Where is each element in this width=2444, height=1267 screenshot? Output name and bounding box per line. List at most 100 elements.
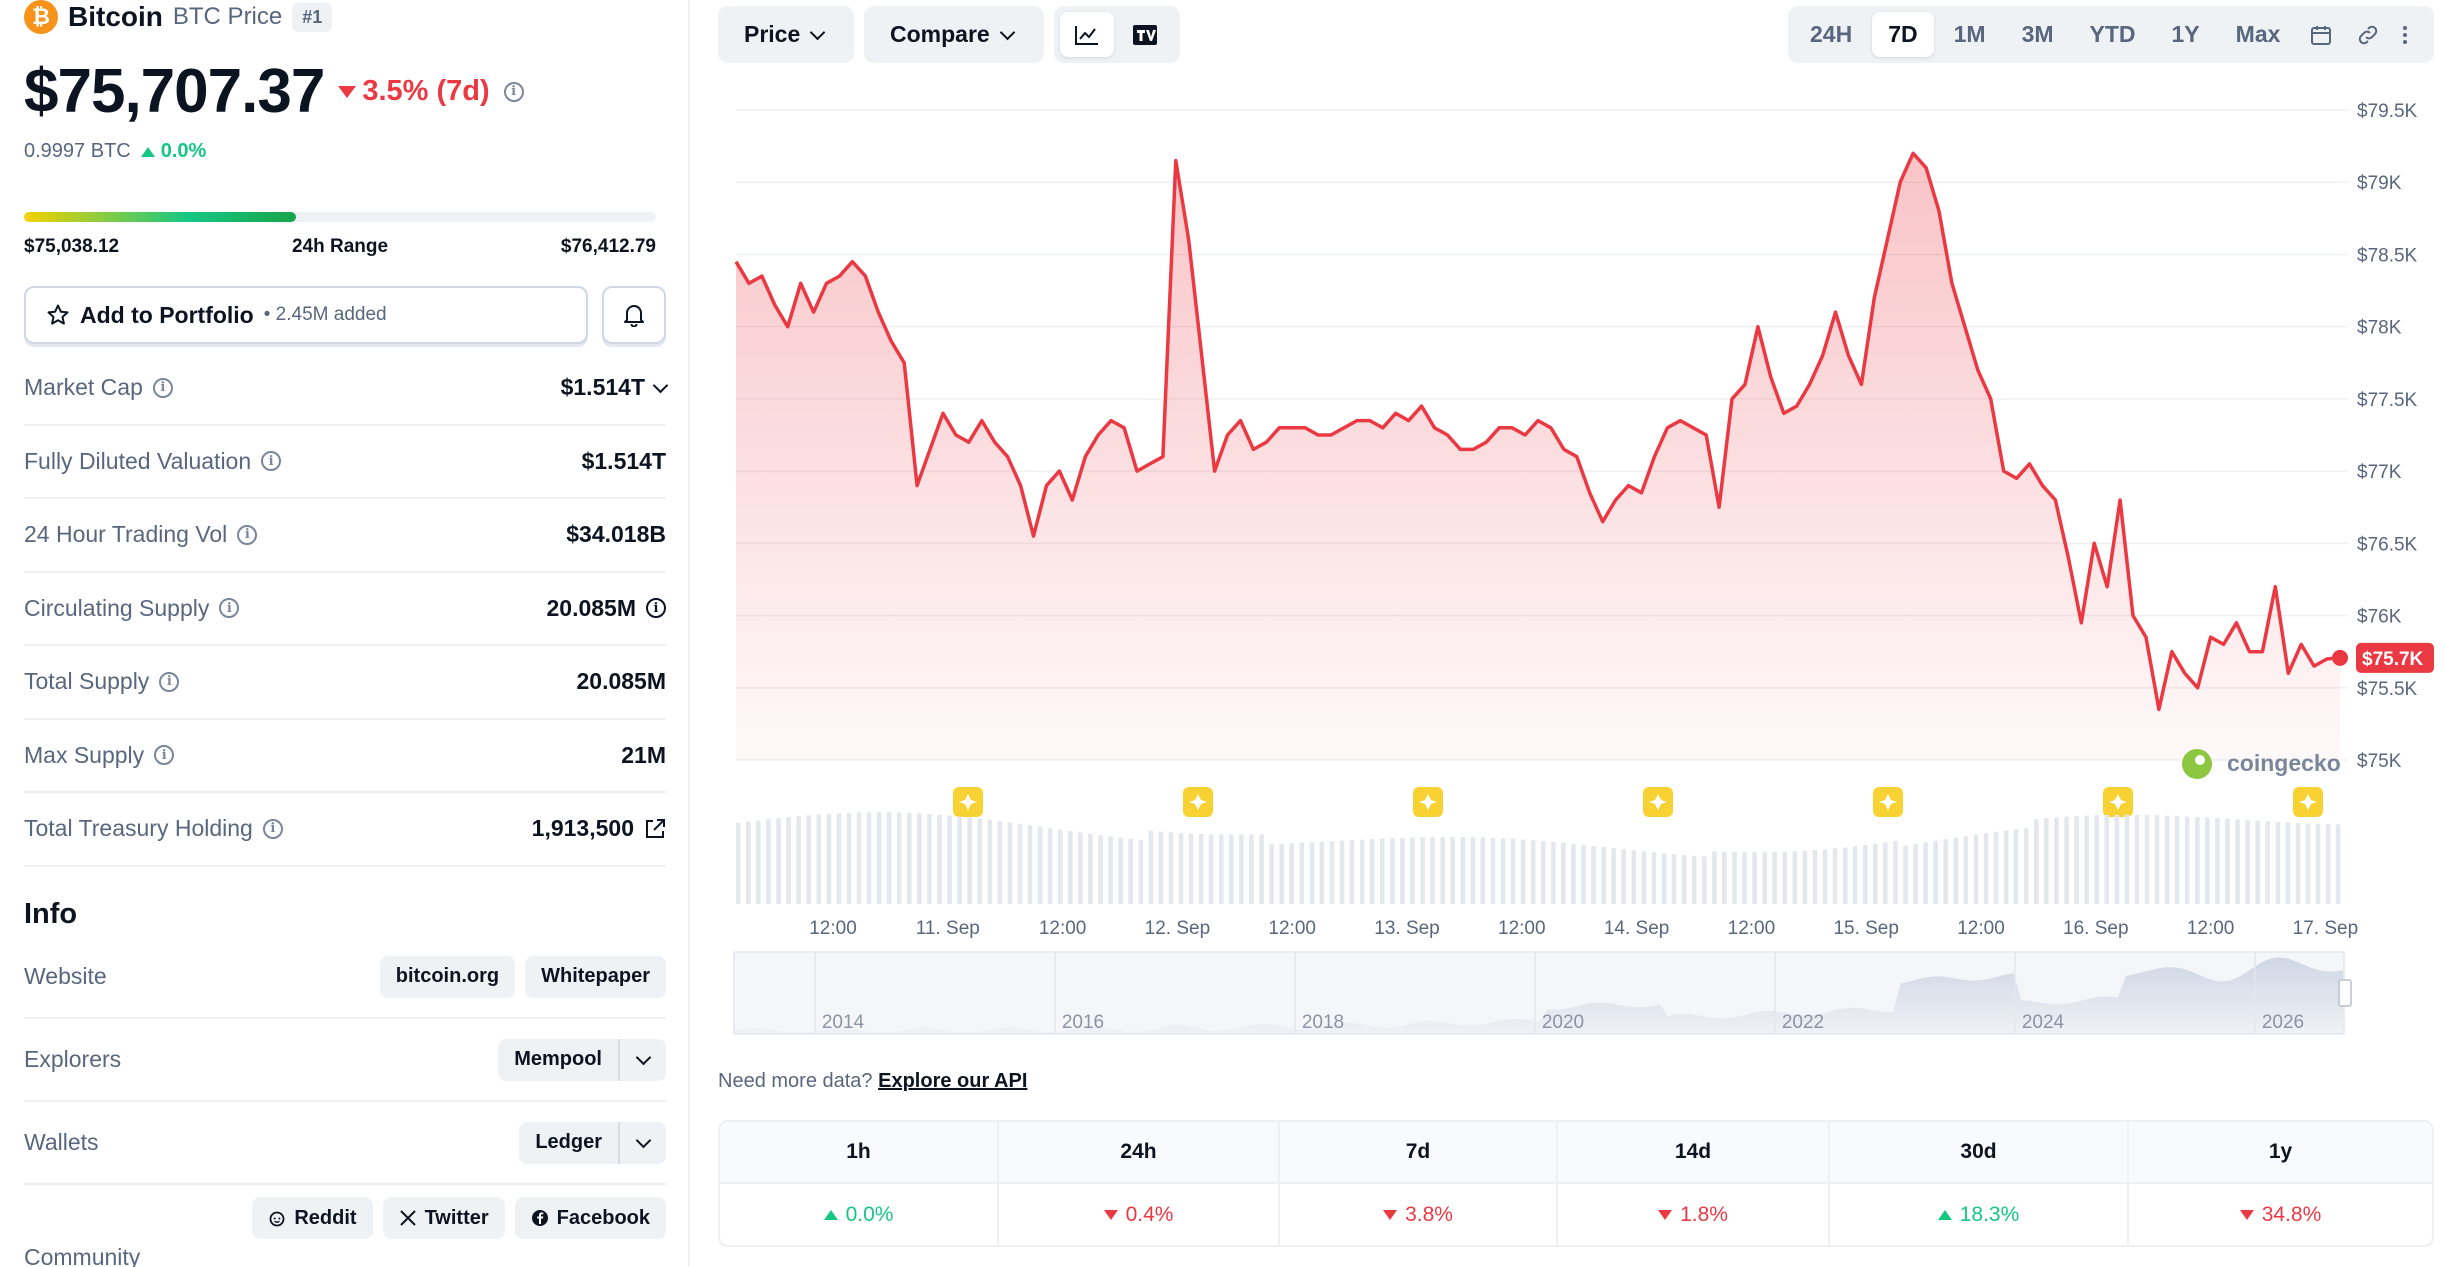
- price-selector[interactable]: Price: [718, 6, 854, 63]
- facebook-link[interactable]: Facebook: [514, 1197, 666, 1239]
- range-ytd[interactable]: YTD: [2089, 21, 2136, 47]
- volume-bar: [816, 814, 821, 904]
- volume-bar: [997, 821, 1003, 904]
- volume-bar: [2064, 816, 2069, 904]
- volume-bar: [1661, 853, 1667, 904]
- news-event-marker[interactable]: [1413, 787, 1443, 817]
- line-chart-button[interactable]: [1060, 12, 1114, 57]
- volume-bar: [1541, 841, 1546, 904]
- tradingview-icon: [1133, 24, 1157, 45]
- volume-bar: [967, 817, 972, 904]
- price-change: 3.5% (7d): [338, 75, 490, 108]
- compare-selector[interactable]: Compare: [864, 6, 1044, 63]
- chevron-down-icon: [635, 1132, 651, 1148]
- news-event-marker[interactable]: [1873, 787, 1903, 817]
- range-label: 24h Range: [291, 236, 389, 257]
- news-event-marker[interactable]: [953, 787, 983, 817]
- reddit-link[interactable]: Reddit: [252, 1197, 373, 1239]
- price-row: $75,707.37 3.5% (7d) i: [24, 56, 524, 127]
- info-icon[interactable]: i: [503, 81, 524, 102]
- volume-bar: [786, 817, 791, 904]
- volume-bar: [866, 812, 872, 904]
- volume-bar: [2084, 815, 2089, 904]
- volume-bar: [876, 812, 882, 904]
- more-vertical-icon: [2403, 25, 2408, 44]
- volume-bar: [1943, 839, 1948, 904]
- volume-bar: [1198, 834, 1204, 904]
- treasury-holding-link[interactable]: 1,913,500: [532, 815, 666, 842]
- volume-bar: [2174, 816, 2180, 904]
- more-options-button[interactable]: [2394, 12, 2416, 57]
- coin-header: ₿ Bitcoin BTC Price #1: [24, 0, 333, 34]
- price-alert-button[interactable]: [602, 286, 666, 344]
- x-axis-ticks: 12:00 11. Sep 12:00 12. Sep 12:00 13. Sep 12:0…: [809, 918, 2358, 939]
- sparkle-icon: [1649, 794, 1667, 810]
- explore-api-link[interactable]: Explore our API: [878, 1070, 1028, 1092]
- range-24h[interactable]: 24H: [1810, 21, 1853, 47]
- wallets-expand[interactable]: [620, 1132, 666, 1148]
- volume-bar: [2305, 823, 2311, 904]
- volume-bar: [1108, 836, 1113, 904]
- range-3m[interactable]: 3M: [2021, 21, 2054, 47]
- twitter-link[interactable]: Twitter: [382, 1197, 505, 1239]
- range-max[interactable]: Max: [2235, 21, 2281, 47]
- news-event-marker[interactable]: [2103, 787, 2133, 817]
- info-icon[interactable]: i: [219, 598, 240, 619]
- navigator-handle[interactable]: [2338, 979, 2352, 1007]
- volume-bar: [746, 821, 751, 904]
- website-link[interactable]: bitcoin.org: [379, 955, 516, 998]
- info-icon[interactable]: i: [154, 745, 175, 766]
- volume-bar: [2295, 823, 2301, 904]
- explorers-dropdown[interactable]: Mempool: [498, 1038, 666, 1081]
- market-cap-toggle[interactable]: $1.514T: [561, 374, 669, 401]
- volume-bar: [856, 812, 862, 904]
- volume-bar: [1863, 845, 1868, 904]
- volume-bar: [1259, 834, 1264, 904]
- volume-bar: [1561, 842, 1566, 904]
- volume-bar: [766, 819, 771, 904]
- range-1y[interactable]: 1Y: [2171, 21, 2200, 47]
- period-header: 14d: [1558, 1122, 1830, 1182]
- info-icon[interactable]: i: [237, 524, 258, 545]
- volume-bar: [1812, 850, 1818, 904]
- share-link-button[interactable]: [2346, 12, 2390, 57]
- info-icon[interactable]: i: [646, 598, 666, 619]
- caret-down-icon: [338, 85, 357, 98]
- wallet-link[interactable]: Ledger: [519, 1121, 620, 1164]
- whitepaper-link[interactable]: Whitepaper: [525, 955, 666, 998]
- caret-icon: [2239, 1210, 2254, 1220]
- current-price-marker: $75.7K: [2332, 642, 2434, 673]
- volume-bar: [1530, 840, 1536, 904]
- volume-bar: [1762, 852, 1767, 904]
- news-event-marker[interactable]: [1183, 787, 1213, 817]
- info-icon[interactable]: i: [262, 818, 283, 839]
- price-chart[interactable]: $79.5K $79K $78.5K $78K $77.5K $77K $76.5K $76K…: [0, 0, 2444, 1060]
- stat-label: Total Treasury Holding: [24, 815, 253, 842]
- range-7d[interactable]: 7D: [1872, 12, 1934, 57]
- coin-overview-panel: ₿ Bitcoin BTC Price #1 $75,707.37 3.5% (…: [0, 0, 690, 1267]
- range-1m[interactable]: 1M: [1953, 21, 1986, 47]
- info-icon[interactable]: i: [152, 377, 173, 398]
- info-icon[interactable]: i: [159, 671, 180, 692]
- news-event-markers[interactable]: [953, 787, 2323, 817]
- volume-bar: [1249, 834, 1254, 904]
- navigator-year-label: 2022: [1782, 1012, 1824, 1033]
- explorer-link[interactable]: Mempool: [498, 1038, 620, 1081]
- volume-bar: [2134, 814, 2140, 904]
- info-icon[interactable]: i: [261, 451, 282, 472]
- time-range-toolbar: 24H 7D 1M 3M YTD 1Y Max: [1788, 6, 2434, 63]
- volume-bar: [2265, 821, 2270, 904]
- stat-value: 20.085M: [546, 594, 636, 621]
- sparkle-icon: [2299, 794, 2317, 810]
- news-event-marker[interactable]: [1643, 787, 1673, 817]
- volume-bar: [1138, 839, 1143, 904]
- date-picker-button[interactable]: [2300, 12, 2342, 57]
- reddit-icon: [269, 1211, 285, 1227]
- tradingview-button[interactable]: [1118, 12, 1172, 57]
- add-to-portfolio-button[interactable]: Add to Portfolio • 2.45M added: [24, 286, 588, 344]
- wallets-dropdown[interactable]: Ledger: [519, 1121, 666, 1164]
- x-tick-label: 12. Sep: [1145, 918, 1211, 939]
- range-navigator[interactable]: 2014 2016 2018 2020 2022 2024 2026: [733, 951, 2352, 1035]
- navigator-area: [735, 957, 2343, 1033]
- news-event-marker[interactable]: [2293, 787, 2323, 817]
